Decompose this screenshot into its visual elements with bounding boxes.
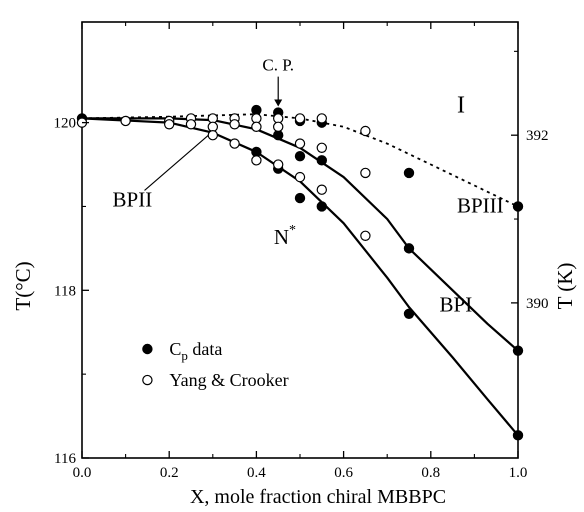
yang-crooker-point — [251, 155, 262, 166]
yang-crooker-point — [229, 138, 240, 149]
yang-crooker-point — [251, 121, 262, 133]
cp-data-point — [294, 192, 306, 204]
yang-crooker-point — [163, 119, 175, 130]
legend-label-sub: p — [181, 348, 188, 363]
yang-crooker-point — [207, 129, 218, 141]
y-left-tick-label: 116 — [54, 451, 76, 467]
yang-crooker-point — [316, 142, 327, 153]
yang-crooker-point — [316, 113, 327, 124]
data-points — [76, 104, 524, 441]
label-bpii: BPII — [113, 187, 153, 211]
label-sup: * — [289, 223, 296, 238]
x-axis-label: X, mole fraction chiral MBBPC — [190, 486, 446, 508]
cp-data-point — [403, 167, 415, 179]
y-right-tick-label: 390 — [526, 296, 549, 312]
yang-crooker-point — [229, 119, 240, 130]
x-tick-label: 0.8 — [421, 465, 440, 481]
yang-crooker-point — [316, 184, 327, 195]
yang-crooker-point — [360, 167, 371, 179]
x-tick-label: 0.4 — [247, 465, 266, 481]
cp-data-point — [403, 243, 415, 254]
cp-data-point — [294, 150, 306, 162]
cp-data-point — [512, 430, 524, 441]
yang-crooker-point — [360, 125, 371, 137]
label-n: N* — [274, 223, 296, 249]
plot-frame — [81, 21, 519, 459]
label-bpi: BPI — [440, 292, 473, 316]
y-axis-label-left: T(°C) — [11, 261, 35, 310]
x-tick-label: 0.6 — [334, 465, 353, 481]
axis-ticks: 0.00.20.40.60.81.0116118120390392394 — [54, 22, 549, 481]
bpii-leader-line — [144, 134, 209, 191]
cp-arrow-head — [274, 99, 283, 107]
legend-marker — [142, 374, 153, 386]
legend-label-rest: data — [188, 339, 222, 359]
legend: Cp data Yang & Crooker — [142, 339, 289, 390]
label-bpiii: BPIII — [457, 193, 504, 217]
y-left-tick-label: 118 — [54, 283, 76, 299]
x-tick-label: 1.0 — [509, 465, 528, 481]
cp-data-point — [512, 345, 524, 356]
cp-data-point — [316, 155, 327, 166]
annotations: C. P. I BPII BPIII N* BPI — [113, 56, 504, 317]
yang-crooker-point — [294, 138, 306, 149]
legend-marker — [142, 343, 153, 355]
yang-crooker-point — [360, 230, 371, 242]
legend-label: Cp data — [169, 339, 222, 363]
cp-data-point — [316, 201, 327, 212]
x-tick-label: 0.2 — [160, 465, 179, 481]
y-axis-label-right: T (K) — [553, 263, 577, 310]
curve-bpi-n- — [81, 117, 519, 437]
yang-crooker-point — [185, 119, 197, 130]
y-left-tick-label: 120 — [54, 116, 77, 132]
cp-data-point — [403, 308, 415, 319]
x-tick-label: 0.0 — [73, 465, 92, 481]
cp-data-point — [512, 201, 524, 212]
yang-crooker-point — [120, 115, 131, 127]
yang-crooker-point — [294, 113, 306, 124]
label-i: I — [457, 93, 465, 119]
y-right-tick-label: 392 — [526, 128, 549, 144]
plot-border — [81, 21, 519, 459]
label-cp: C. P. — [262, 56, 294, 75]
legend-label: Yang & Crooker — [169, 370, 288, 390]
yang-crooker-point — [273, 159, 284, 170]
curve-bpiii-bpi — [82, 117, 519, 352]
yang-crooker-point — [273, 121, 284, 133]
yang-crooker-point — [294, 171, 306, 183]
phase-boundary-curves — [81, 113, 519, 437]
